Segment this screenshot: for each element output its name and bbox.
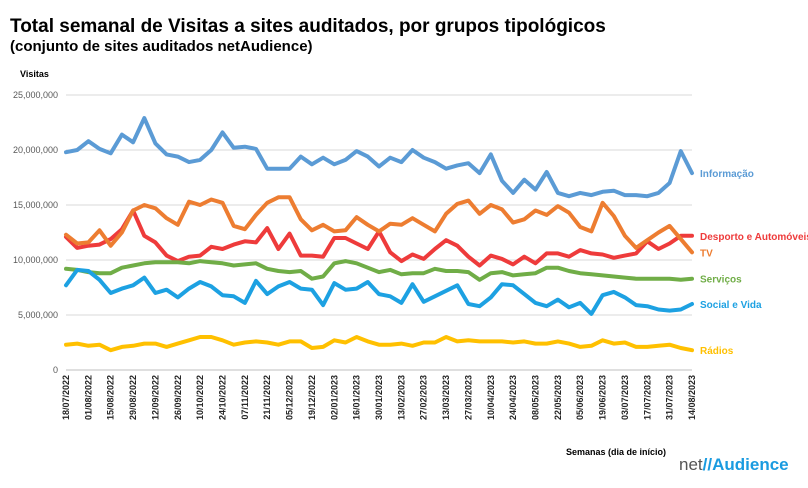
- x-tick-label: 24/04/2023: [508, 375, 518, 420]
- x-tick-label: 30/01/2023: [374, 375, 384, 420]
- chart-subtitle: (conjunto de sites auditados netAudience…: [10, 38, 313, 55]
- y-tick-label: 0: [53, 365, 58, 375]
- x-tick-label: 12/09/2022: [150, 375, 160, 420]
- x-tick-label: 10/10/2022: [195, 375, 205, 420]
- x-axis-label: Semanas (dia de início): [566, 447, 667, 457]
- series-label-radios: Rádios: [700, 346, 734, 357]
- x-tick-label: 31/07/2023: [665, 375, 675, 420]
- x-tick-label: 15/08/2022: [106, 375, 116, 420]
- gridlines: [66, 94, 692, 371]
- netaudience-logo: net//Audience: [679, 455, 789, 475]
- x-tick-label: 24/10/2022: [218, 375, 228, 420]
- y-tick-label: 20,000,000: [13, 145, 58, 155]
- x-tick-label: 03/07/2023: [620, 375, 630, 420]
- series-lines: [64, 116, 694, 353]
- x-tick-label: 19/06/2023: [598, 375, 608, 420]
- x-tick-label: 08/05/2023: [531, 375, 541, 420]
- x-tick-label: 14/08/2023: [687, 375, 697, 420]
- x-tick-label: 10/04/2023: [486, 375, 496, 420]
- x-tick-label: 22/05/2023: [553, 375, 563, 420]
- x-tick-label: 19/12/2022: [307, 375, 317, 420]
- series-label-tv: TV: [700, 248, 713, 259]
- x-tick-label: 07/11/2022: [240, 375, 250, 420]
- logo-prefix: net: [679, 455, 703, 474]
- y-tick-label: 25,000,000: [13, 90, 58, 100]
- x-tick-label: 17/07/2023: [642, 375, 652, 420]
- y-tick-label: 10,000,000: [13, 255, 58, 265]
- x-tick-label: 18/07/2022: [61, 375, 71, 420]
- x-tick-label: 13/02/2023: [396, 375, 406, 420]
- logo-brand: Audience: [712, 455, 789, 474]
- x-tick-label: 16/01/2023: [352, 375, 362, 420]
- series-line-radios: [64, 335, 694, 353]
- series-line-tv: [64, 195, 694, 255]
- x-tick-label: 26/09/2022: [173, 375, 183, 420]
- y-axis-label: Visitas: [20, 69, 49, 79]
- x-tick-label: 27/02/2023: [419, 375, 429, 420]
- series-labels: Informação Desporto e Automóveis TV Serviço…: [700, 169, 808, 357]
- series-label-informacao: Informação: [700, 169, 754, 180]
- x-tick-label: 01/08/2022: [83, 375, 93, 420]
- y-tick-labels: 0 5,000,000 10,000,000 15,000,000 20,000,000…: [13, 90, 58, 375]
- series-label-servicos: Serviços: [700, 275, 742, 286]
- logo-slash: //: [702, 455, 713, 474]
- x-tick-label: 27/03/2023: [463, 375, 473, 420]
- series-line-servicos: [64, 259, 694, 282]
- x-tick-label: 05/12/2022: [285, 375, 295, 420]
- x-tick-label: 13/03/2023: [441, 375, 451, 420]
- x-tick-label: 05/06/2023: [575, 375, 585, 420]
- y-tick-label: 5,000,000: [18, 310, 58, 320]
- x-tick-label: 29/08/2022: [128, 375, 138, 420]
- x-tick-label: 21/11/2022: [262, 375, 272, 420]
- series-line-social-e-vida: [64, 267, 694, 316]
- series-label-social-e-vida: Social e Vida: [700, 300, 762, 311]
- x-tick-labels: 18/07/2022 01/08/2022 15/08/2022 29/08/2022…: [61, 375, 697, 420]
- series-label-desporto-e-automoveis: Desporto e Automóveis: [700, 232, 808, 243]
- x-tick-label: 02/01/2023: [329, 375, 339, 420]
- chart-title: Total semanal de Visitas a sites auditad…: [10, 16, 606, 37]
- series-line-informacao: [64, 116, 694, 199]
- y-tick-label: 15,000,000: [13, 200, 58, 210]
